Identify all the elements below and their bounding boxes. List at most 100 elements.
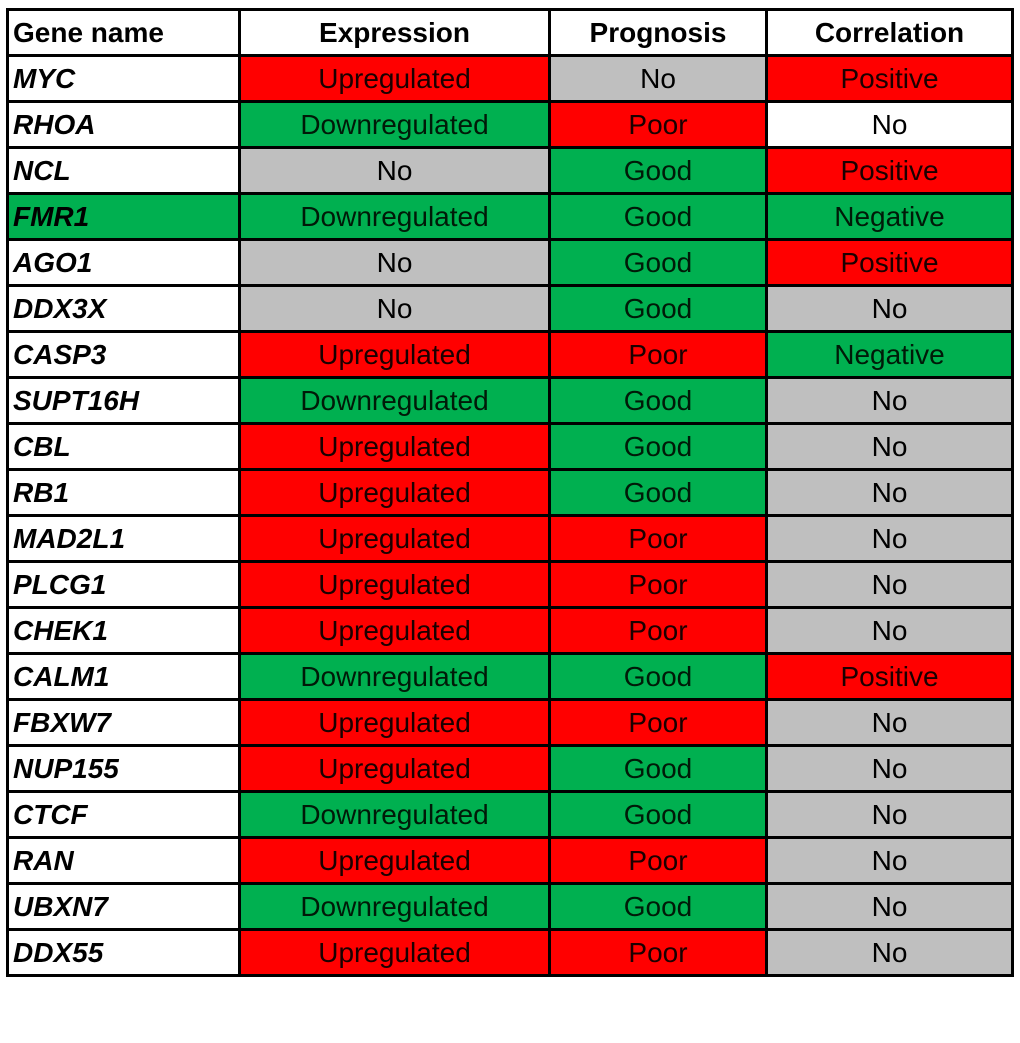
correlation-cell: No <box>765 422 1014 471</box>
correlation-cell: No <box>765 376 1014 425</box>
header-prognosis: Prognosis <box>548 8 768 57</box>
prognosis-cell: Poor <box>548 928 768 977</box>
correlation-cell: No <box>765 606 1014 655</box>
header-gene-name: Gene name <box>6 8 241 57</box>
correlation-cell: No <box>765 836 1014 885</box>
expression-cell: Downregulated <box>238 100 551 149</box>
expression-cell: Downregulated <box>238 790 551 839</box>
table-row: AGO1 No Good Positive <box>6 238 1014 287</box>
correlation-cell: No <box>765 882 1014 931</box>
table-row: CHEK1 Upregulated Poor No <box>6 606 1014 655</box>
gene-name-cell: CHEK1 <box>6 606 241 655</box>
expression-cell: Upregulated <box>238 54 551 103</box>
correlation-cell: Positive <box>765 238 1014 287</box>
expression-cell: No <box>238 238 551 287</box>
table-row: SUPT16H Downregulated Good No <box>6 376 1014 425</box>
gene-name-cell: MAD2L1 <box>6 514 241 563</box>
expression-cell: Upregulated <box>238 468 551 517</box>
expression-cell: Upregulated <box>238 560 551 609</box>
expression-cell: Upregulated <box>238 514 551 563</box>
prognosis-cell: Good <box>548 652 768 701</box>
prognosis-cell: Poor <box>548 514 768 563</box>
gene-name-cell: FBXW7 <box>6 698 241 747</box>
gene-name-cell: RHOA <box>6 100 241 149</box>
expression-cell: Upregulated <box>238 836 551 885</box>
table-row: MYC Upregulated No Positive <box>6 54 1014 103</box>
prognosis-cell: Good <box>548 422 768 471</box>
correlation-cell: No <box>765 928 1014 977</box>
prognosis-cell: Poor <box>548 606 768 655</box>
gene-name-cell: RAN <box>6 836 241 885</box>
correlation-cell: No <box>765 514 1014 563</box>
expression-cell: Upregulated <box>238 744 551 793</box>
correlation-cell: Positive <box>765 146 1014 195</box>
correlation-cell: No <box>765 284 1014 333</box>
prognosis-cell: Poor <box>548 560 768 609</box>
table-row: CBL Upregulated Good No <box>6 422 1014 471</box>
prognosis-cell: Poor <box>548 100 768 149</box>
prognosis-cell: Good <box>548 882 768 931</box>
expression-cell: Upregulated <box>238 928 551 977</box>
gene-table: Gene name Expression Prognosis Correlati… <box>6 8 1014 977</box>
gene-name-cell: FMR1 <box>6 192 241 241</box>
expression-cell: Downregulated <box>238 882 551 931</box>
correlation-cell: No <box>765 790 1014 839</box>
table-row: CASP3 Upregulated Poor Negative <box>6 330 1014 379</box>
expression-cell: Upregulated <box>238 606 551 655</box>
table-row: CALM1 Downregulated Good Positive <box>6 652 1014 701</box>
gene-name-cell: CALM1 <box>6 652 241 701</box>
prognosis-cell: Good <box>548 238 768 287</box>
prognosis-cell: Good <box>548 790 768 839</box>
correlation-cell: No <box>765 560 1014 609</box>
header-expression: Expression <box>238 8 551 57</box>
gene-name-cell: CASP3 <box>6 330 241 379</box>
prognosis-cell: Good <box>548 284 768 333</box>
correlation-cell: No <box>765 698 1014 747</box>
expression-cell: Downregulated <box>238 192 551 241</box>
table-body: MYC Upregulated No Positive RHOA Downregulate… <box>6 54 1014 977</box>
table-row: PLCG1 Upregulated Poor No <box>6 560 1014 609</box>
prognosis-cell: No <box>548 54 768 103</box>
expression-cell: Upregulated <box>238 698 551 747</box>
gene-name-cell: SUPT16H <box>6 376 241 425</box>
gene-name-cell: DDX55 <box>6 928 241 977</box>
table-row: DDX3X No Good No <box>6 284 1014 333</box>
table-row: RAN Upregulated Poor No <box>6 836 1014 885</box>
prognosis-cell: Good <box>548 146 768 195</box>
table-row: UBXN7 Downregulated Good No <box>6 882 1014 931</box>
expression-cell: Upregulated <box>238 422 551 471</box>
expression-cell: No <box>238 146 551 195</box>
correlation-cell: No <box>765 468 1014 517</box>
prognosis-cell: Good <box>548 376 768 425</box>
gene-name-cell: CBL <box>6 422 241 471</box>
correlation-cell: Positive <box>765 54 1014 103</box>
prognosis-cell: Poor <box>548 330 768 379</box>
table-row: MAD2L1 Upregulated Poor No <box>6 514 1014 563</box>
table-row: DDX55 Upregulated Poor No <box>6 928 1014 977</box>
table-row: FMR1 Downregulated Good Negative <box>6 192 1014 241</box>
header-correlation: Correlation <box>765 8 1014 57</box>
prognosis-cell: Poor <box>548 836 768 885</box>
gene-name-cell: PLCG1 <box>6 560 241 609</box>
table-row: FBXW7 Upregulated Poor No <box>6 698 1014 747</box>
expression-cell: Downregulated <box>238 376 551 425</box>
gene-table-container: Gene name Expression Prognosis Correlati… <box>6 8 1014 977</box>
gene-name-cell: DDX3X <box>6 284 241 333</box>
correlation-cell: No <box>765 744 1014 793</box>
table-row: RB1 Upregulated Good No <box>6 468 1014 517</box>
gene-name-cell: NUP155 <box>6 744 241 793</box>
correlation-cell: Positive <box>765 652 1014 701</box>
table-header-row: Gene name Expression Prognosis Correlati… <box>6 8 1014 57</box>
correlation-cell: No <box>765 100 1014 149</box>
gene-name-cell: MYC <box>6 54 241 103</box>
expression-cell: No <box>238 284 551 333</box>
correlation-cell: Negative <box>765 192 1014 241</box>
expression-cell: Downregulated <box>238 652 551 701</box>
gene-name-cell: NCL <box>6 146 241 195</box>
gene-name-cell: CTCF <box>6 790 241 839</box>
gene-name-cell: AGO1 <box>6 238 241 287</box>
expression-cell: Upregulated <box>238 330 551 379</box>
correlation-cell: Negative <box>765 330 1014 379</box>
prognosis-cell: Good <box>548 468 768 517</box>
table-row: NCL No Good Positive <box>6 146 1014 195</box>
